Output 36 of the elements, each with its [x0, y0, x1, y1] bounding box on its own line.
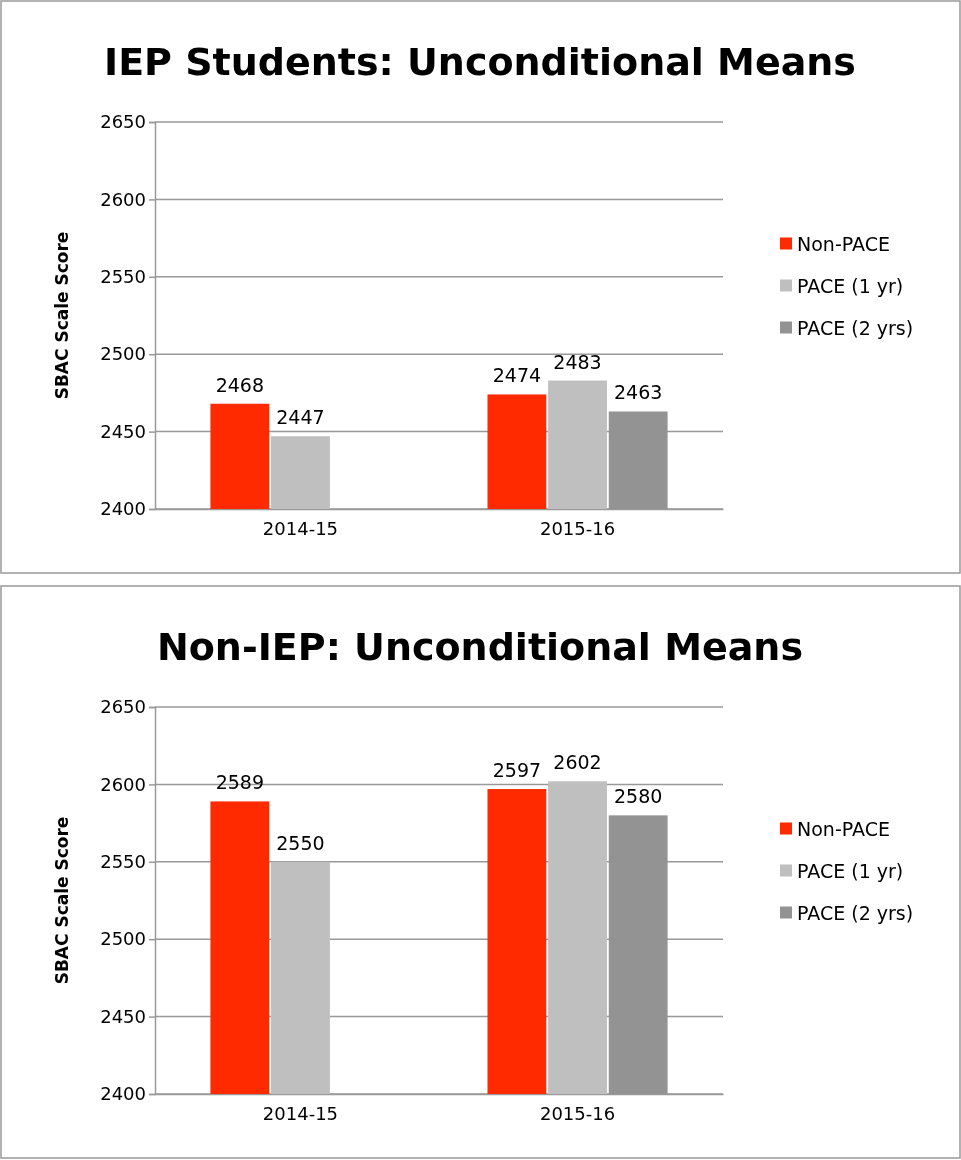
- y-tick-label: 2500: [100, 343, 146, 365]
- x-tick-label: 2015-16: [539, 518, 616, 540]
- legend-label: PACE (2 yrs): [797, 901, 914, 924]
- legend-label: PACE (2 yrs): [797, 316, 914, 339]
- legend-label: Non-PACE: [797, 817, 890, 840]
- data-label: 2447: [276, 406, 325, 429]
- legend-label: PACE (1 yr): [797, 859, 904, 882]
- y-axis-title: SBAC Scale Score: [52, 231, 72, 400]
- data-label: 2597: [492, 759, 542, 782]
- x-tick-label: 2014-15: [262, 518, 339, 540]
- y-tick-label: 2550: [100, 851, 146, 873]
- chart-title: IEP Students: Unconditional Means: [104, 40, 856, 84]
- y-tick-label: 2550: [100, 266, 146, 288]
- y-tick-label: 2600: [100, 188, 146, 210]
- data-label: 2580: [614, 785, 663, 808]
- data-label: 2474: [492, 364, 542, 387]
- y-tick-label: 2450: [100, 420, 146, 442]
- data-label: 2463: [614, 381, 663, 404]
- data-label: 2589: [215, 771, 264, 794]
- data-label: 2468: [215, 373, 264, 396]
- y-tick-label: 2650: [100, 696, 146, 718]
- y-tick-label: 2400: [100, 498, 146, 520]
- y-tick-label: 2650: [100, 111, 146, 133]
- data-label: 2602: [553, 751, 602, 774]
- data-label: 2550: [276, 831, 325, 854]
- legend-label: Non-PACE: [797, 232, 890, 255]
- x-tick-label: 2014-15: [262, 1103, 339, 1125]
- y-tick-label: 2500: [100, 928, 146, 950]
- data-label: 2483: [553, 350, 602, 373]
- chart-title: Non-IEP: Unconditional Means: [156, 625, 804, 669]
- y-tick-label: 2400: [100, 1083, 146, 1105]
- y-tick-label: 2450: [100, 1005, 146, 1027]
- legend-label: PACE (1 yr): [797, 274, 904, 297]
- x-tick-label: 2015-16: [539, 1103, 616, 1125]
- y-axis-title: SBAC Scale Score: [52, 816, 72, 985]
- y-tick-label: 2600: [100, 773, 146, 795]
